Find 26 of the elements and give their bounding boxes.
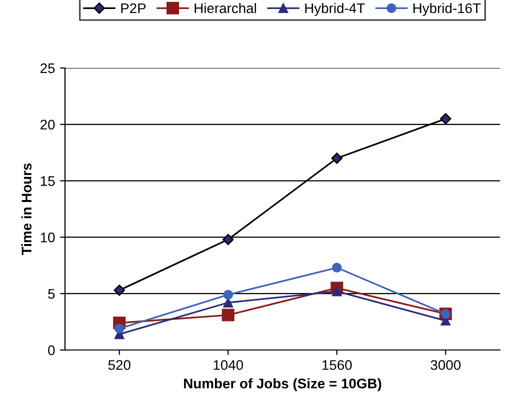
x-axis-title: Number of Jobs (Size = 10GB) xyxy=(184,378,382,392)
point xyxy=(331,152,342,164)
point xyxy=(114,284,125,296)
x-tick-label: 1560 xyxy=(322,360,352,370)
y-tick-label: 0 xyxy=(48,345,55,356)
x-tick-label: 3000 xyxy=(430,360,461,370)
point xyxy=(114,324,124,334)
legend-label: Hybrid-4T xyxy=(305,2,365,16)
point xyxy=(223,298,233,308)
point xyxy=(332,286,342,296)
point xyxy=(222,308,234,322)
legend-label: Hybrid-16T xyxy=(413,2,481,16)
y-tick-label: 20 xyxy=(40,120,55,130)
legend-label: P2P xyxy=(121,3,146,14)
point xyxy=(332,262,342,273)
y-tick-label: 15 xyxy=(40,176,55,186)
y-tick-label: 5 xyxy=(48,289,55,299)
point xyxy=(222,234,234,246)
y-tick-label: 10 xyxy=(40,232,55,242)
x-tick-label: 1040 xyxy=(214,360,244,370)
legend-label: Hierarchal xyxy=(194,2,256,14)
point xyxy=(440,113,452,124)
y-tick-label: 25 xyxy=(40,63,55,74)
y-axis-title: Time in Hours xyxy=(21,163,32,256)
x-tick-label: 520 xyxy=(108,360,130,370)
point xyxy=(223,290,233,300)
